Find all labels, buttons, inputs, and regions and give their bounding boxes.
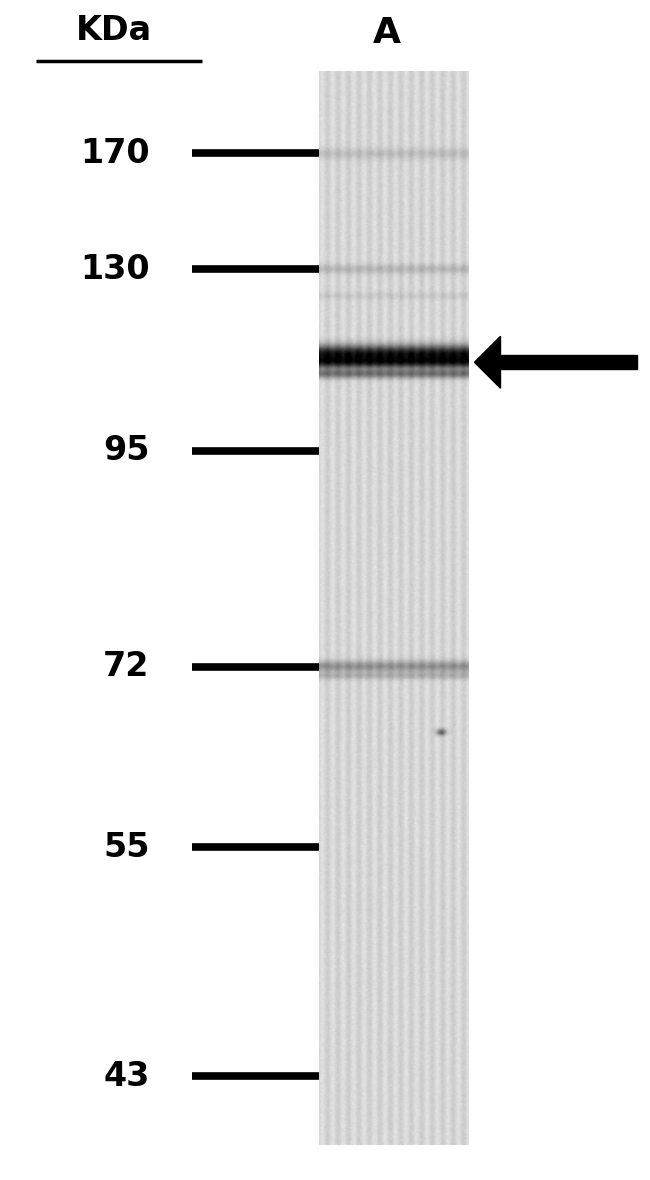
- Text: 130: 130: [80, 253, 150, 286]
- Text: 95: 95: [103, 434, 150, 467]
- Text: 43: 43: [103, 1060, 150, 1093]
- Text: KDa: KDa: [75, 14, 152, 47]
- Text: 55: 55: [103, 831, 150, 864]
- Polygon shape: [500, 355, 637, 369]
- Text: A: A: [372, 15, 401, 50]
- Text: 170: 170: [80, 137, 150, 170]
- Polygon shape: [474, 336, 500, 388]
- Text: 72: 72: [103, 650, 150, 683]
